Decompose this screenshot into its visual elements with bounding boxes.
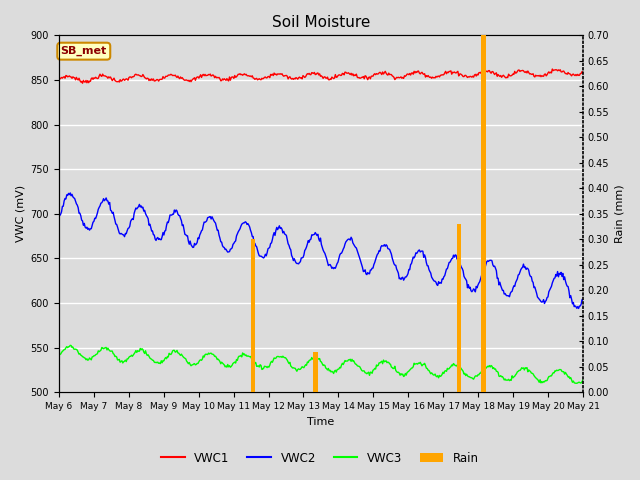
- Legend: VWC1, VWC2, VWC3, Rain: VWC1, VWC2, VWC3, Rain: [157, 447, 483, 469]
- Bar: [481, 36, 486, 392]
- Bar: [314, 351, 318, 392]
- Text: SB_met: SB_met: [61, 46, 107, 56]
- Y-axis label: Rain (mm): Rain (mm): [615, 184, 625, 243]
- Bar: [250, 240, 255, 392]
- Y-axis label: VWC (mV): VWC (mV): [15, 185, 25, 242]
- Title: Soil Moisture: Soil Moisture: [272, 15, 370, 30]
- Bar: [457, 224, 461, 392]
- X-axis label: Time: Time: [307, 417, 335, 427]
